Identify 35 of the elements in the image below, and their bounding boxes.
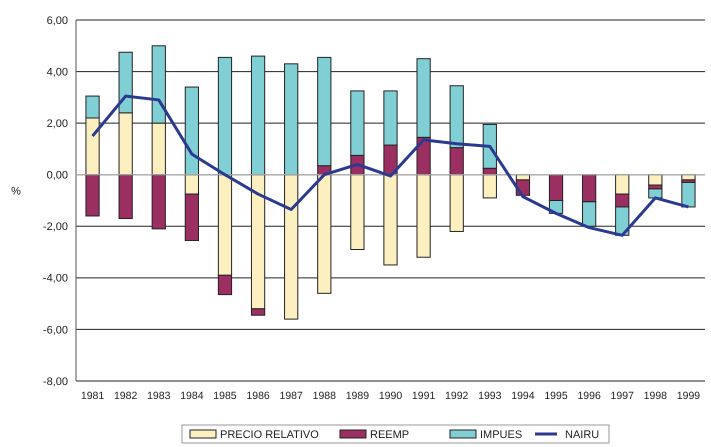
x-tick-label: 1996 (577, 390, 601, 402)
x-tick-label: 1995 (544, 390, 568, 402)
x-tick-label: 1985 (213, 390, 237, 402)
x-tick-label: 1993 (478, 390, 502, 402)
x-tick-label: 1999 (676, 390, 700, 402)
x-tick-label: 1991 (412, 390, 436, 402)
x-tick-label: 1998 (644, 390, 668, 402)
y-tick-label: 2,00 (46, 118, 68, 130)
y-tick-label: 0,00 (46, 170, 68, 182)
x-tick-label: 1997 (610, 390, 634, 402)
y-tick-label: 6,00 (46, 14, 68, 27)
y-tick-label: -2,00 (42, 221, 68, 234)
x-tick-label: 1986 (246, 390, 270, 402)
x-tick-label: 1984 (180, 390, 204, 402)
x-tick-label: 1987 (280, 390, 304, 402)
bar (648, 188, 662, 198)
x-tick-label: 1989 (346, 390, 370, 402)
line-series (91, 94, 690, 237)
x-tick-label: 1992 (445, 390, 469, 402)
legend-label: IMPUES (480, 429, 522, 441)
x-tick-label: 1988 (312, 390, 336, 402)
y-tick-label: 4,00 (46, 66, 68, 78)
x-tick-label: 1990 (378, 390, 402, 402)
legend-label: REEMP (370, 429, 410, 441)
x-tick-label: 1982 (114, 390, 138, 402)
legend-label: NAIRU (565, 429, 600, 441)
x-tick-label: 1983 (147, 390, 171, 402)
x-tick-label: 1981 (80, 390, 104, 402)
x-tick-label: 1994 (511, 390, 535, 402)
y-tick-label: -4,00 (42, 272, 68, 285)
y-tick-label: -8,00 (42, 376, 68, 388)
y-axis-title: % (11, 186, 22, 198)
y-tick-label: -6,00 (42, 324, 68, 336)
legend-label: PRECIO RELATIVO (220, 429, 320, 441)
bar (681, 182, 696, 208)
